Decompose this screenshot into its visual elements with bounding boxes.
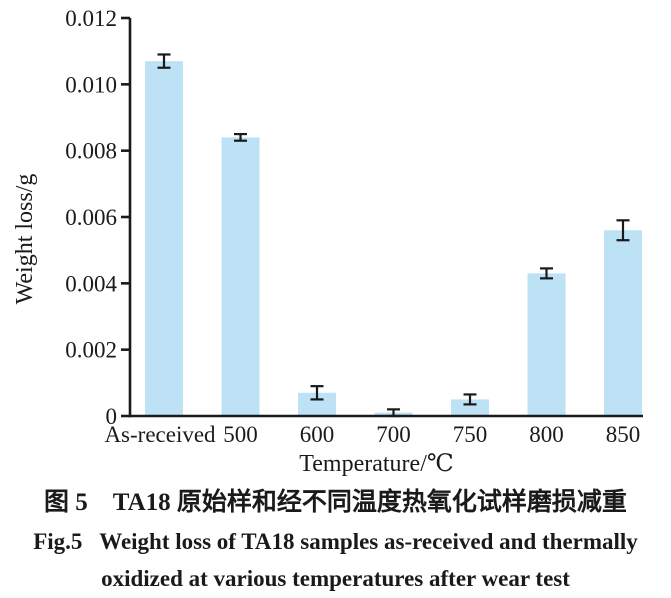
error-bar-As-received (157, 53, 171, 69)
error-bar-500 (234, 132, 247, 142)
x-category-label-800: 800 (529, 422, 564, 447)
y-tick-label-0: 0 (106, 404, 118, 429)
y-tick-label-0.010: 0.010 (65, 72, 117, 97)
error-bar-750 (463, 393, 477, 406)
bar-chart: 0 0.002 0.004 0.006 0.008 0.010 0.012 As-receiv… (12, 6, 643, 477)
x-category-label-500: 500 (223, 422, 258, 447)
figure-caption-en-line1: Fig.5 Weight loss of TA18 samples as-rec… (33, 528, 638, 554)
bar-850 (604, 230, 642, 416)
error-bar-850 (616, 219, 630, 242)
bar-As-received (145, 61, 183, 416)
bar-600 (298, 392, 336, 416)
x-category-label-600: 600 (300, 422, 335, 447)
bar-500 (221, 137, 260, 416)
figure-captions: 图 5 TA18 原始样和经不同温度热氧化试样磨损减重 Fig.5 Weight… (0, 480, 671, 594)
y-axis-title: Weight loss/g (12, 174, 38, 305)
y-tick-label-0.008: 0.008 (65, 139, 117, 164)
error-bar-600 (310, 385, 324, 401)
x-category-label-700: 700 (376, 422, 411, 447)
y-tick-label-0.002: 0.002 (65, 338, 117, 363)
y-tick-label-0.004: 0.004 (65, 271, 117, 296)
figure-caption-zh: 图 5 TA18 原始样和经不同温度热氧化试样磨损减重 (44, 489, 627, 516)
bar-800 (527, 273, 566, 416)
x-category-label-850: 850 (606, 422, 641, 447)
y-tick-label-0.012: 0.012 (65, 6, 117, 31)
error-bar-800 (540, 267, 553, 280)
x-category-label-750: 750 (453, 422, 488, 447)
x-axis-title: Temperature/℃ (299, 451, 453, 477)
y-tick-label-0.006: 0.006 (65, 205, 117, 230)
figure-caption-en-line2: oxidized at various temperatures after w… (101, 565, 570, 591)
bar-750 (451, 399, 489, 416)
x-category-label-As-received: As-received (104, 422, 216, 447)
